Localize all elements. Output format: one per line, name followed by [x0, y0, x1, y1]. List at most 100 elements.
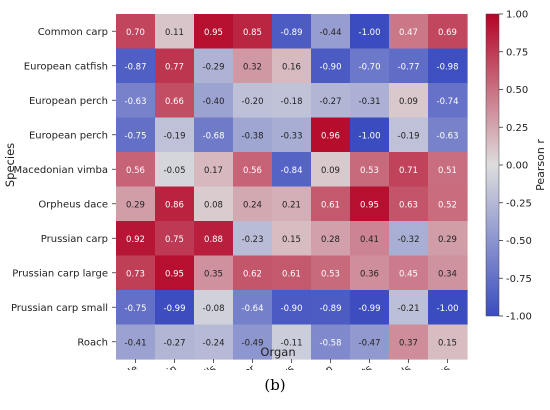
cell-value-label: -1.00 [359, 28, 381, 38]
heatmap-cell [233, 186, 273, 222]
heatmap-cell [194, 324, 234, 360]
x-tick-label: Hearts [341, 363, 374, 370]
cell-value-label: 0.51 [438, 166, 457, 176]
heatmap-cell [116, 14, 156, 50]
heatmap-cell [155, 255, 195, 291]
heatmap-cell [272, 255, 312, 291]
cell-value-label: -0.90 [281, 304, 303, 314]
cell-value-label: 0.96 [321, 131, 340, 141]
heatmap-cell [194, 255, 234, 291]
heatmap-cell [311, 14, 351, 50]
colorbar [485, 13, 500, 317]
heatmap-cell [272, 324, 312, 360]
heatmap-cell [116, 324, 156, 360]
cell-value-label: 0.56 [243, 166, 262, 176]
cell-value-label: -0.89 [281, 28, 303, 38]
heatmap-cell [350, 152, 390, 188]
cell-value-label: -0.41 [125, 338, 147, 348]
y-tick-label: Prussian carp large [12, 268, 108, 279]
cell-value-label: -0.33 [281, 131, 303, 141]
heatmap-cell [272, 221, 312, 257]
heatmap-cell [155, 83, 195, 119]
cell-value-label: -0.99 [359, 304, 381, 314]
colorbar-tick-label: -0.75 [506, 274, 532, 285]
cell-value-label: -0.21 [398, 304, 420, 314]
heatmap-cell [389, 14, 429, 50]
cell-value-label: 0.32 [243, 62, 262, 72]
cell-value-label: 0.24 [243, 200, 262, 210]
y-tick-label: European perch [29, 130, 108, 141]
heatmap-cell [272, 152, 312, 188]
heatmap-cell [194, 186, 234, 222]
cell-value-label: 0.95 [360, 200, 379, 210]
cell-value-label: -0.63 [125, 97, 147, 107]
cell-value-label: -0.31 [359, 97, 381, 107]
heatmap-cell [233, 48, 273, 84]
cell-value-label: 0.63 [399, 200, 418, 210]
cell-value-label: 0.73 [126, 269, 145, 279]
y-tick-label: European catfish [24, 61, 108, 72]
heatmap-cell [389, 83, 429, 119]
heatmap-cell [233, 117, 273, 153]
cell-value-label: -0.89 [320, 304, 342, 314]
y-tick-label: Common carp [38, 27, 108, 38]
heatmap-cell [116, 48, 156, 84]
cell-value-label: -0.29 [203, 62, 225, 72]
cell-value-label: -0.74 [437, 97, 459, 107]
x-tick-label: Gills [194, 363, 218, 370]
heatmap-cell [116, 221, 156, 257]
cell-value-label: -0.49 [242, 338, 264, 348]
cell-value-label: 0.77 [165, 62, 184, 72]
colorbar-ticks: 1.00 0.75 0.50 0.25 0.00 -0.25 -0.50 -0.75 -1.00 [499, 10, 532, 323]
heatmap-cell [194, 117, 234, 153]
heatmap-cell [428, 290, 468, 326]
cell-value-label: 0.95 [165, 269, 184, 279]
cell-value-label: -0.75 [125, 131, 147, 141]
colorbar-tick-label: -0.50 [506, 236, 532, 247]
heatmap-cell [233, 14, 273, 50]
heatmap-cell [272, 186, 312, 222]
heatmap-cell [350, 255, 390, 291]
cell-value-label: -0.44 [320, 28, 342, 38]
heatmap-cell [194, 290, 234, 326]
x-tick-label: Bones [421, 363, 452, 370]
heatmap-cell [155, 14, 195, 50]
cell-value-label: -0.18 [281, 97, 303, 107]
figure-caption: (b) [264, 376, 286, 394]
heatmap-cell [350, 324, 390, 360]
cell-value-label: 0.45 [399, 269, 418, 279]
heatmap-cell [428, 186, 468, 222]
cell-value-label: -0.70 [359, 62, 381, 72]
cell-value-label: -0.24 [203, 338, 225, 348]
cell-value-label: -0.64 [242, 304, 264, 314]
cell-value-label: 0.36 [360, 269, 379, 279]
heatmap-cell [311, 83, 351, 119]
cell-value-label: 0.85 [243, 28, 262, 38]
y-tick-label: European perch [29, 96, 108, 107]
y-tick-label: Prussian carp small [11, 303, 108, 314]
cell-value-label: 0.11 [165, 28, 184, 38]
cell-value-label: 0.69 [438, 28, 457, 38]
heatmap-cell [272, 83, 312, 119]
x-tick-label: Kidneys [258, 363, 297, 370]
heatmap-cell [311, 290, 351, 326]
heatmap-cell [389, 290, 429, 326]
x-tick-label: Gonads [376, 363, 413, 370]
x-axis-title: Organ [260, 345, 295, 359]
cell-value-label: -0.32 [398, 235, 420, 245]
heatmap-cell [116, 186, 156, 222]
cell-value-label: 0.34 [438, 269, 457, 279]
cell-value-label: 0.21 [282, 200, 301, 210]
cell-value-label: 0.53 [321, 269, 340, 279]
cell-value-label: 0.08 [204, 200, 223, 210]
heatmap-cell [311, 221, 351, 257]
heatmap-cell [428, 221, 468, 257]
cell-value-label: -0.63 [437, 131, 459, 141]
cell-value-label: -0.87 [125, 62, 147, 72]
heatmap-cell [155, 221, 195, 257]
cell-value-label: -0.68 [203, 131, 225, 141]
cell-value-label: 0.75 [165, 235, 184, 245]
cell-value-label: 0.17 [204, 166, 223, 176]
heatmap-chart: 0.70 0.11 0.95 0.85 -0.89 -0.44 -1.00 0.47 0.69 -… [3, 10, 547, 371]
cell-value-label: 0.35 [204, 269, 223, 279]
